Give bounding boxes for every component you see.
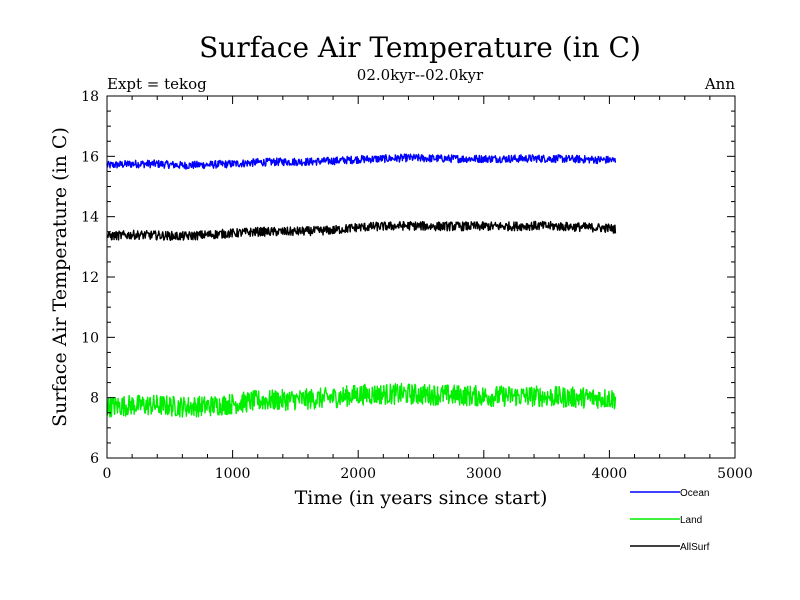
y-tick-label: 16 — [81, 149, 99, 165]
y-tick-label: 14 — [81, 210, 99, 226]
x-tick-label: 5000 — [717, 466, 753, 482]
x-tick-label: 0 — [103, 466, 112, 482]
series-line-allsurf — [106, 220, 617, 242]
x-tick-label: 3000 — [466, 466, 502, 482]
y-tick-label: 10 — [81, 330, 99, 346]
legend-item-ocean: Ocean — [630, 488, 709, 499]
x-tick-label: 1000 — [215, 466, 251, 482]
y-tick-label: 12 — [81, 270, 99, 286]
chart-subtitle: 02.0kyr--02.0kyr — [357, 66, 484, 84]
y-tick-label: 6 — [90, 451, 99, 467]
x-axis-label: Time (in years since start) — [295, 487, 548, 509]
legend-item-land: Land — [630, 515, 702, 526]
x-tick-label: 2000 — [340, 466, 376, 482]
legend-label: Land — [680, 515, 702, 526]
legend-label: Ocean — [680, 488, 709, 499]
y-tick-label: 8 — [90, 391, 99, 407]
y-axis-label: Surface Air Temperature (in C) — [49, 127, 71, 427]
season-label: Ann — [704, 75, 735, 93]
legend-label: AllSurf — [680, 542, 710, 553]
y-tick-label: 18 — [81, 89, 99, 105]
x-tick-label: 4000 — [592, 466, 628, 482]
legend-item-allsurf: AllSurf — [630, 542, 710, 553]
chart-title: Surface Air Temperature (in C) — [199, 31, 641, 64]
experiment-label: Expt = tekog — [107, 75, 207, 93]
legend: Ocean Land AllSurf — [630, 488, 710, 553]
series-line-land — [106, 382, 617, 418]
series-line-ocean — [106, 153, 617, 170]
